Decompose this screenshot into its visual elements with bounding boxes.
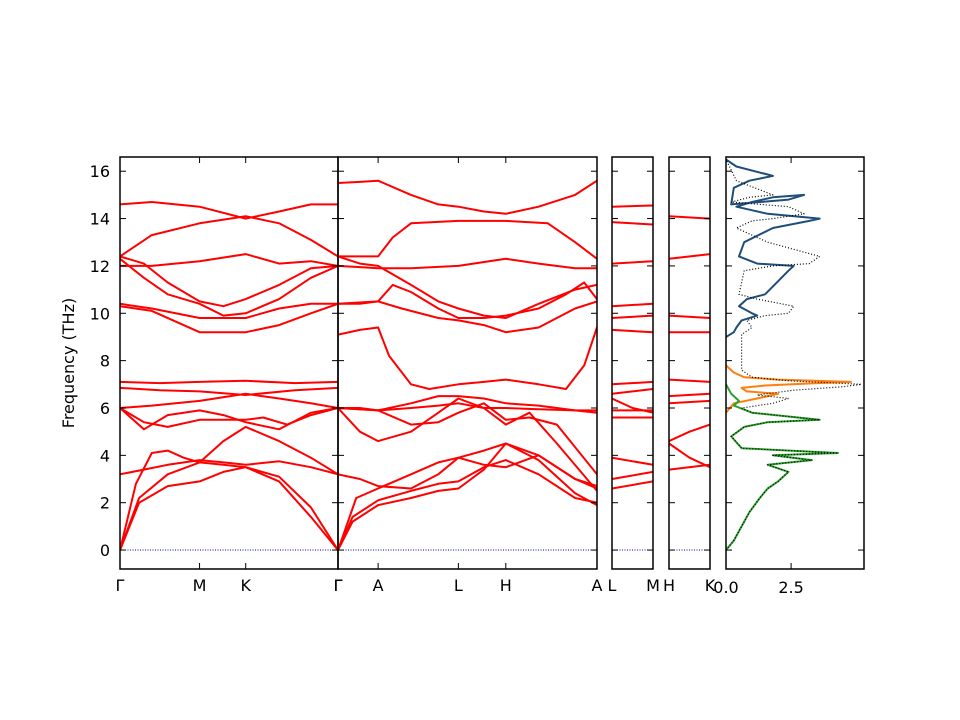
phonon-band: [120, 255, 338, 308]
phonon-band: [612, 480, 653, 490]
partial-dos-curve: [726, 383, 839, 551]
phonon-band: [120, 386, 338, 396]
phonon-band: [120, 257, 338, 317]
phonon-band: [338, 442, 597, 490]
phonon-band: [669, 399, 710, 405]
y-tick-label: 4: [100, 446, 110, 465]
phonon-band: [338, 402, 597, 476]
x-tick-label: 2.5: [778, 578, 803, 597]
phonon-band: [120, 461, 338, 552]
band-lines: [338, 179, 597, 552]
phonon-band: [120, 253, 338, 267]
x-tick-label: M: [646, 576, 660, 595]
y-tick-label: 12: [90, 257, 110, 276]
x-tick-label: H: [500, 576, 512, 595]
y-tick-label: 16: [90, 162, 110, 181]
x-tick-label: H: [663, 576, 675, 595]
phonon-band: [669, 215, 710, 220]
band-lines: [669, 215, 710, 551]
y-tick-label: 14: [90, 210, 110, 229]
band-lines: [612, 204, 653, 551]
phonon-band: [612, 456, 653, 466]
phonon-band: [338, 300, 597, 334]
phonon-band: [612, 470, 653, 480]
dos-lines: [726, 158, 862, 551]
phonon-band: [669, 378, 710, 383]
panel-5: 0.0 2.5: [713, 156, 865, 597]
phonon-band: [612, 204, 653, 208]
panel-frame: [725, 156, 865, 570]
phonon-band: [612, 302, 653, 308]
panel-frame: [668, 156, 711, 570]
phonon-band: [669, 463, 710, 471]
x-tick-label: M: [193, 576, 207, 595]
y-tick-label: 8: [100, 352, 110, 371]
panel-frame: [611, 156, 654, 570]
phonon-band: [669, 392, 710, 398]
phonon-band: [120, 215, 338, 258]
y-tick-label: 2: [100, 494, 110, 513]
x-tick-label: K: [705, 576, 716, 595]
phonon-band: [120, 466, 338, 552]
phonon-band: [338, 281, 597, 319]
x-tick-label: K: [240, 576, 251, 595]
phonon-band: [612, 221, 653, 226]
phonon-band: [612, 397, 653, 414]
phonon-band: [338, 402, 597, 412]
y-tick-label: 6: [100, 399, 110, 418]
phonon-band: [338, 219, 597, 260]
phonon-band: [120, 392, 338, 409]
phonon-band: [612, 260, 653, 265]
phonon-band: [612, 380, 653, 386]
phonon-band: [338, 257, 597, 270]
phonon-band: [338, 255, 597, 319]
phonon-band: [612, 314, 653, 319]
phonon-band: [338, 395, 597, 414]
band-lines: [120, 201, 338, 552]
phonon-band: [612, 328, 653, 334]
x-tick-label: Γ: [334, 576, 343, 595]
phonon-band: [120, 425, 338, 552]
x-tick-label: A: [592, 576, 603, 595]
phonon-band: [669, 442, 710, 469]
x-tick-label: L: [454, 576, 463, 595]
phonon-band: [120, 459, 338, 476]
y-tick-label: 0: [100, 541, 110, 560]
phonon-band: [669, 314, 710, 319]
phonon-band: [338, 442, 597, 552]
phonon-band: [120, 379, 338, 385]
partial-dos-curve: [726, 364, 852, 414]
phonon-band: [120, 407, 338, 431]
phonon-band: [120, 302, 338, 319]
partial-dos-curve: [726, 158, 821, 338]
total-dos-curve: [726, 159, 862, 551]
x-tick-label: Γ: [334, 576, 343, 595]
phonon-band: [338, 397, 597, 492]
phonon-band: [338, 326, 597, 390]
phonon-band: [612, 388, 653, 395]
phonon-band: [120, 302, 338, 334]
phonon-band: [338, 454, 597, 552]
x-tick-label: L: [608, 576, 617, 595]
x-tick-label: A: [373, 576, 384, 595]
phonon-band: [338, 459, 597, 552]
phonon-band: [338, 179, 597, 215]
x-tick-label: Γ: [116, 576, 125, 595]
x-tick-label: 0.0: [713, 578, 738, 597]
y-tick-label: 10: [90, 304, 110, 323]
y-axis-label: Frequency (THz): [59, 298, 78, 428]
phonon-band: [669, 253, 710, 260]
panel-frame: [337, 156, 598, 570]
phonon-band: [669, 423, 710, 443]
phonon-band: [120, 201, 338, 220]
